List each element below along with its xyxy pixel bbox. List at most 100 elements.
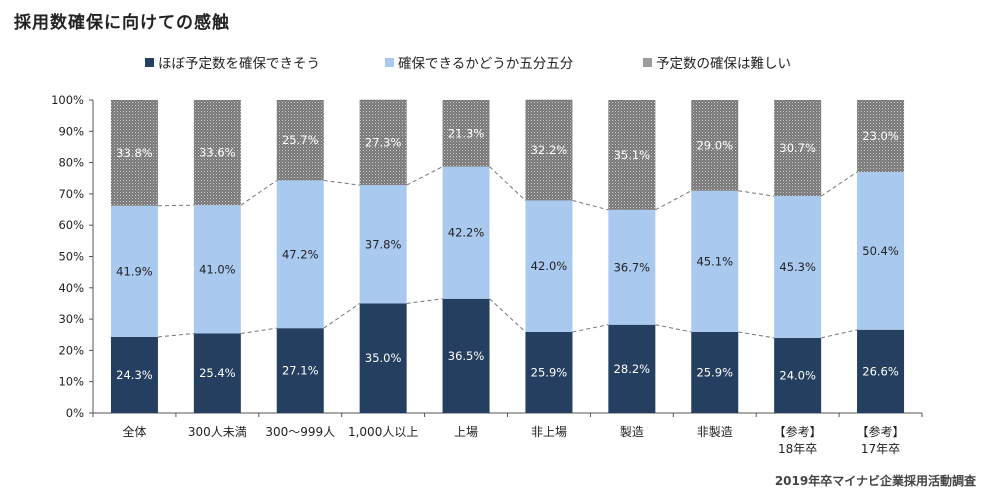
bar-segment (525, 99, 573, 201)
bar-segment (359, 303, 407, 413)
y-tick-label: 80% (58, 156, 84, 170)
bar-segment (359, 185, 407, 304)
y-tick-label: 30% (58, 312, 84, 326)
data-label: 37.8% (365, 237, 402, 251)
series-connector-line (489, 298, 526, 333)
bar-segment (276, 180, 324, 329)
data-label: 28.2% (614, 362, 651, 376)
series-connector-line (240, 180, 278, 206)
bar-segment (608, 100, 656, 210)
y-tick-label: 0% (66, 406, 84, 420)
y-tick-label: 100% (51, 93, 84, 107)
bar-segment (110, 336, 158, 413)
series-connector-line (572, 324, 609, 333)
series-connector-line (738, 331, 775, 339)
x-category-label: 【参考】 (774, 424, 822, 439)
series-connector-line (738, 190, 775, 197)
y-tick-label: 20% (58, 343, 84, 357)
data-label: 25.9% (696, 365, 733, 379)
data-label: 27.1% (282, 364, 319, 378)
data-label: 45.1% (696, 254, 733, 268)
x-category-label: 1,000人以上 (348, 425, 418, 439)
x-category-label: 18年卒 (778, 442, 817, 456)
data-label: 26.6% (862, 364, 899, 378)
legend-label-difficult: 予定数の確保は難しい (656, 56, 791, 72)
series-connector-line (240, 327, 277, 334)
bar-segment (110, 100, 158, 206)
data-label: 41.0% (199, 262, 236, 276)
bar-segment (691, 190, 739, 332)
x-category-label: 【参考】 (857, 424, 905, 439)
series-connector-line (323, 303, 360, 329)
y-tick-label: 50% (58, 250, 84, 264)
data-label: 33.6% (199, 146, 236, 160)
data-label: 24.3% (116, 368, 153, 382)
x-category-label: 上場 (454, 425, 478, 439)
series-connector-line (323, 179, 360, 186)
series-connector-line (157, 204, 194, 207)
y-tick-label: 40% (58, 281, 84, 295)
legend-swatch-difficult (643, 57, 652, 67)
bar-segment (359, 99, 407, 186)
series-connector-line (655, 190, 692, 211)
legend-swatch-secured (145, 57, 154, 67)
data-label: 42.0% (531, 259, 568, 273)
data-label: 25.4% (199, 366, 236, 380)
data-label: 35.1% (614, 148, 651, 162)
data-label: 30.7% (779, 141, 816, 155)
chart-legend: ほぼ予定数を確保できそう 確保できるかどうか五分五分 予定数の確保は難しい (0, 52, 1000, 72)
chart-title: 採用数確保に向けての感触 (14, 13, 230, 33)
data-label: 23.0% (862, 129, 899, 143)
bar-segment (774, 196, 822, 338)
x-category-label: 17年卒 (861, 442, 900, 456)
bar-segment (857, 329, 905, 413)
series-connector-line (157, 333, 194, 338)
data-label: 42.2% (448, 226, 485, 240)
legend-label-fifty-fifty: 確保できるかどうか五分五分 (398, 56, 574, 72)
bar-segment (691, 331, 739, 413)
legend-item-fifty-fifty: 確保できるかどうか五分五分 (385, 52, 573, 72)
legend-item-difficult: 予定数の確保は難しい (643, 52, 791, 72)
y-tick-label: 10% (58, 375, 84, 389)
bar-segment (193, 205, 241, 334)
bar-segment (442, 298, 490, 413)
y-tick-label: 70% (58, 187, 84, 201)
data-label: 36.5% (448, 349, 485, 363)
x-category-label: 非上場 (531, 425, 567, 439)
bar-segment (857, 171, 905, 330)
series-connector-line (406, 298, 443, 304)
bar-segment (857, 100, 905, 172)
data-label: 32.2% (531, 143, 568, 157)
bar-segment (110, 205, 158, 337)
bar-segment (691, 100, 739, 191)
y-tick-label: 60% (58, 218, 84, 232)
y-tick-label: 90% (58, 124, 84, 138)
series-connector-line (820, 171, 858, 197)
bar-segment (442, 100, 490, 167)
chart-x-labels: 全体 300人未満 300～999人 1,000人以上 上場 非上場 製造 非製造 【参考】 18… (122, 424, 904, 456)
bar-segment (774, 337, 822, 413)
bar-segment (193, 100, 241, 206)
x-category-label: 300～999人 (265, 425, 335, 439)
data-label: 25.9% (531, 365, 568, 379)
bar-segment (442, 166, 490, 299)
data-label: 21.3% (448, 126, 485, 140)
chart-data-labels: 24.3% 41.9% 33.8% 25.4% 41.0% 33.6% 27.1% 47.2%… (116, 126, 899, 382)
data-label: 50.4% (862, 244, 899, 258)
data-label: 47.2% (282, 247, 319, 261)
data-label: 24.0% (779, 368, 816, 382)
x-category-label: 非製造 (697, 425, 733, 439)
chart-axes: 0% 10% 20% 30% 40% 50% 60% 70% 80% 90% 100% (51, 93, 923, 420)
bar-segment (276, 328, 324, 413)
bar-segment (774, 100, 822, 197)
x-category-label: 300人未満 (188, 425, 247, 439)
data-label: 41.9% (116, 264, 153, 278)
source-note: 2019年卒マイナビ企業採用活動調査 (774, 474, 976, 488)
legend-swatch-fifty-fifty (385, 57, 394, 67)
data-label: 35.0% (365, 351, 402, 365)
data-label: 36.7% (614, 260, 651, 274)
x-category-label: 製造 (620, 425, 644, 439)
data-label: 25.7% (282, 133, 319, 147)
x-category-label: 全体 (122, 424, 146, 439)
data-label: 27.3% (365, 135, 402, 149)
